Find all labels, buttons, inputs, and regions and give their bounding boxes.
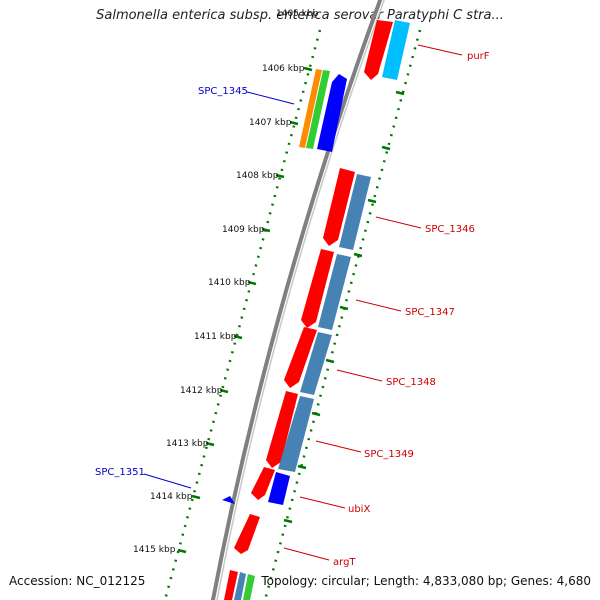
gc-track-outer [263, 29, 422, 600]
cog-bar-orange [299, 69, 322, 148]
tick-mark [303, 66, 313, 72]
gene-purF-arrow [364, 20, 393, 80]
tick-label: 1409 kbp [222, 225, 265, 235]
tick-label: 1410 kbp [208, 278, 251, 288]
cog-bar-lower-red [224, 570, 238, 600]
tick-label: 1415 kbp [133, 545, 176, 555]
gene-SPC_1349-arrow [266, 391, 298, 468]
tick-mark [177, 548, 187, 554]
gene-label-SPC_1345[interactable]: SPC_1345 [198, 86, 248, 97]
tick-label: 1408 kbp [236, 171, 279, 181]
leader-SPC_1348 [336, 369, 383, 382]
tick-mark [233, 334, 243, 340]
gene-SPC_1346-arrow [323, 168, 355, 246]
gene-label-SPC_1346[interactable]: SPC_1346 [425, 224, 475, 235]
tick-label: 1411 kbp [194, 332, 237, 342]
gene-label-SPC_1348[interactable]: SPC_1348 [386, 377, 436, 388]
cog-bar-green [306, 70, 330, 149]
gc-track-inner [163, 29, 322, 600]
leader-SPC_1351 [143, 473, 192, 489]
tick-mark [205, 441, 215, 447]
tick-mark [275, 173, 285, 179]
leader-ubiX [299, 496, 346, 509]
tick-mark [311, 411, 321, 417]
leader-SPC_1349 [315, 440, 362, 453]
leader-SPC_1346 [375, 216, 422, 229]
gene-label-SPC_1347[interactable]: SPC_1347 [405, 307, 455, 318]
tick-marks [177, 66, 405, 554]
topology-text: Topology: circular; Length: 4,833,080 bp… [261, 574, 591, 588]
gene-cyan-arrow [382, 20, 410, 80]
tick-mark [247, 280, 257, 286]
reverse-strand-genes [222, 20, 410, 505]
gene-labels: purF SPC_1345 SPC_1346 SPC_1347 SPC_1348… [95, 51, 490, 568]
cog-bar-lower-blue [234, 572, 246, 600]
leader-argT [283, 547, 330, 561]
cog-bar-lower-green [243, 574, 255, 600]
gene-SPC_1347-arrow [301, 249, 334, 328]
leader-purF [417, 44, 463, 56]
tick-label: 1405 kbp [276, 9, 319, 19]
tick-mark [353, 252, 363, 258]
gene-blue-block-2 [318, 254, 351, 330]
tick-mark [381, 145, 391, 151]
gene-ubiX-reverse-block [268, 472, 290, 505]
leader-SPC_1345 [246, 91, 295, 105]
tick-label: 1412 kbp [180, 386, 223, 396]
gene-label-purF[interactable]: purF [467, 51, 490, 62]
gene-SPC_1345-arrow [317, 74, 347, 152]
label-leaders [143, 44, 463, 561]
gene-blue-block-3 [300, 332, 332, 395]
gene-label-ubiX[interactable]: ubiX [348, 504, 370, 515]
gene-label-SPC_1351[interactable]: SPC_1351 [95, 467, 145, 478]
tick-label: 1407 kbp [249, 118, 292, 128]
map-title: Salmonella enterica subsp. enterica sero… [96, 8, 504, 23]
tick-mark [283, 518, 293, 524]
tick-mark [339, 305, 349, 311]
tick-label: 1406 kbp [262, 64, 305, 74]
genome-backbone [210, 0, 383, 600]
accession-text: Accession: NC_012125 [9, 574, 146, 588]
leader-SPC_1347 [355, 299, 402, 312]
tick-label: 1413 kbp [166, 439, 209, 449]
tick-mark [297, 464, 307, 470]
gene-blue-block-1 [339, 174, 371, 250]
gene-argT-arrow [234, 514, 260, 554]
gene-ubiX-arrow [251, 467, 275, 500]
tick-mark [289, 120, 299, 126]
tick-label: 1414 kbp [150, 492, 193, 502]
tick-mark [367, 198, 377, 204]
tick-mark [191, 494, 201, 500]
gene-label-argT[interactable]: argT [333, 557, 356, 568]
gene-SPC_1351-marker [222, 496, 235, 504]
tick-mark [325, 358, 335, 364]
tick-mark [219, 388, 229, 394]
tick-labels: 1405 kbp 1406 kbp 1407 kbp 1408 kbp 1409… [133, 9, 319, 555]
cog-track [224, 69, 330, 600]
gene-label-SPC_1349[interactable]: SPC_1349 [364, 449, 414, 460]
genome-backbone-shadow [216, 0, 385, 600]
tick-mark [261, 227, 271, 233]
tick-mark [395, 90, 405, 96]
gene-SPC_1348-arrow [284, 327, 317, 388]
forward-strand-genes [234, 20, 393, 554]
gene-blue-block-4 [278, 396, 314, 472]
